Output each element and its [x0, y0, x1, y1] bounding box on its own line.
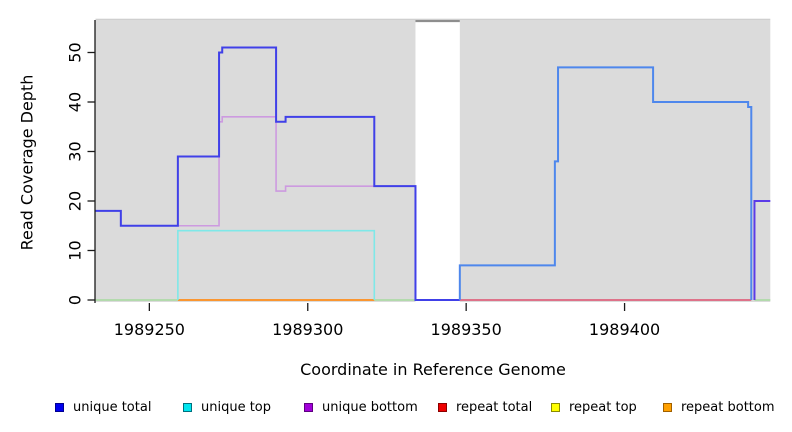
unique-top-swatch-icon — [183, 402, 192, 412]
y-tick-label: 20 — [66, 191, 85, 211]
total-bottom-overlap — [753, 200, 771, 300]
repeat-bottom-swatch-icon — [663, 402, 672, 412]
y-tick-label: 40 — [66, 92, 85, 112]
y-tick-label: 10 — [66, 240, 85, 260]
x-axis-title: Coordinate in Reference Genome — [300, 360, 566, 379]
x-tick-label: 1989250 — [114, 320, 185, 339]
y-tick-label: 50 — [66, 42, 85, 62]
legend-label: unique bottom — [322, 399, 418, 415]
legend-item-unique-bottom: unique bottom — [304, 398, 418, 416]
unique-total-right — [458, 66, 753, 300]
x-tick-label: 1989400 — [589, 320, 660, 339]
panel-background-0 — [95, 20, 416, 302]
x-tick-label: 1989350 — [431, 320, 502, 339]
unique-top-line — [177, 229, 376, 300]
unique-total-left — [95, 46, 460, 301]
legend-label: repeat total — [456, 399, 533, 415]
y-axis-title: Read Coverage Depth — [17, 74, 37, 251]
unique-total-swatch-icon — [55, 402, 64, 412]
legend-item-unique-top: unique top — [183, 398, 271, 416]
x-tick-label: 1989300 — [272, 320, 343, 339]
legend-label: unique total — [73, 399, 152, 415]
legend-label: repeat bottom — [681, 399, 775, 415]
legend-item-repeat-bottom: repeat bottom — [663, 398, 775, 416]
y-tick-label: 0 — [66, 295, 85, 305]
panel-background-1 — [459, 20, 771, 302]
y-tick-label: 30 — [66, 141, 85, 161]
legend-label: repeat top — [569, 399, 637, 415]
repeat-total-swatch-icon — [438, 402, 447, 412]
unique-bottom-swatch-icon — [304, 402, 313, 412]
legend: unique total unique top unique bottom re… — [0, 398, 792, 420]
legend-item-repeat-top: repeat top — [551, 398, 637, 416]
repeat-top-swatch-icon — [551, 402, 560, 412]
legend-item-repeat-total: repeat total — [438, 398, 532, 416]
legend-item-unique-total: unique total — [55, 398, 151, 416]
legend-label: unique top — [201, 399, 272, 415]
